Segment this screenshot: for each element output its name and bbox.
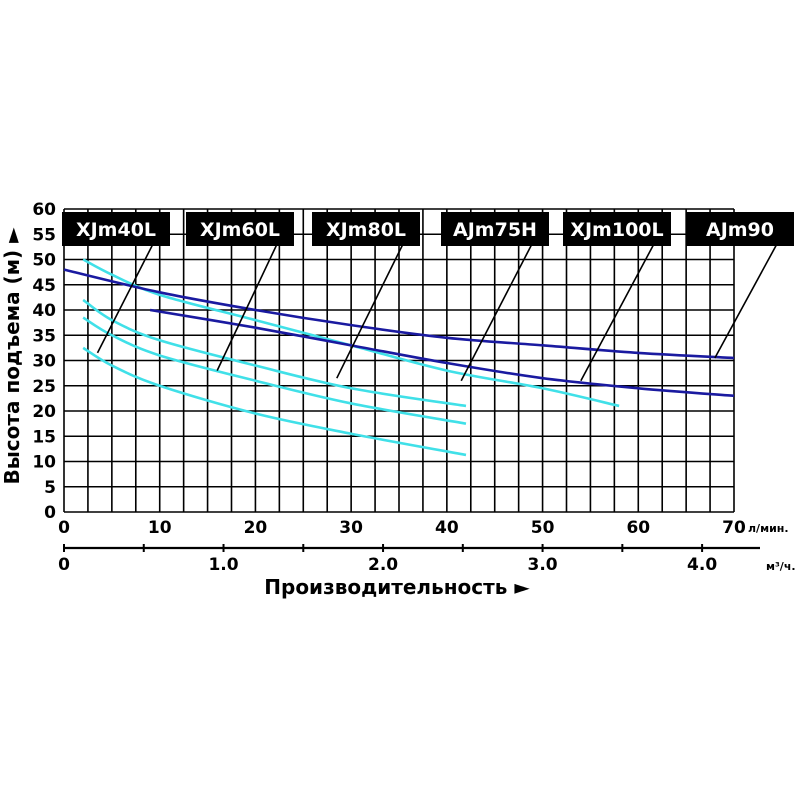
x-tick-label-lpm: 20 [244, 518, 268, 538]
leader-line [460, 241, 534, 382]
model-label-box [186, 212, 294, 246]
model-label-xjm60l: XJm60L [200, 219, 280, 241]
model-label-ajm75h: AJm75H [453, 219, 537, 241]
leader-line [216, 241, 279, 371]
model-label-ajm90: AJm90 [706, 219, 774, 241]
series-line-xjm80l [82, 298, 467, 408]
x-tick-label-m3h: 2.0 [368, 555, 398, 575]
model-label-box [686, 212, 794, 246]
x-tick-label-lpm: 50 [531, 518, 555, 538]
x-tick-label-m3h: 4.0 [687, 555, 717, 575]
series-line-xjm60l [82, 316, 467, 425]
x-tick-label-lpm: 30 [339, 518, 363, 538]
y-tick-label: 10 [32, 453, 56, 473]
leader-line [714, 241, 779, 359]
series-line-xjm40l [82, 346, 467, 457]
x-tick-label-m3h: 1.0 [208, 555, 238, 575]
leader-line [580, 241, 656, 382]
y-axis-title: Высота подъема (м) ► [0, 227, 24, 485]
x-unit-lpm: л/мин. [748, 522, 789, 535]
y-tick-label: 50 [32, 251, 56, 271]
y-tick-label: 40 [32, 301, 56, 321]
x-unit-m3h: м³/ч. [766, 560, 796, 573]
leader-line [336, 241, 405, 379]
model-label-box [312, 212, 420, 246]
y-tick-label: 45 [32, 276, 56, 296]
y-tick-label: 60 [32, 200, 56, 220]
x-tick-label-m3h: 0 [58, 555, 70, 575]
model-label-xjm80l: XJm80L [326, 219, 406, 241]
x-tick-label-m3h: 3.0 [528, 555, 558, 575]
model-label-xjm40l: XJm40L [76, 219, 156, 241]
y-tick-label: 15 [32, 427, 56, 447]
series-line-ajm75h [82, 258, 620, 408]
x-tick-label-lpm: 60 [626, 518, 650, 538]
y-tick-label: 20 [32, 402, 56, 422]
leader-line [96, 241, 155, 354]
x-tick-label-lpm: 40 [435, 518, 459, 538]
model-label-xjm100l: XJm100L [570, 219, 663, 241]
y-tick-label: 30 [32, 352, 56, 372]
x-tick-label-lpm: 10 [148, 518, 172, 538]
y-tick-label: 25 [32, 377, 56, 397]
series-line-xjm100l [149, 308, 735, 398]
series-line-ajm90 [63, 268, 735, 360]
x-tick-label-lpm: 0 [58, 518, 70, 538]
y-tick-label: 5 [44, 478, 56, 498]
x-tick-label-lpm: 70 [722, 518, 746, 538]
y-tick-label: 55 [32, 225, 56, 245]
model-label-box [62, 212, 170, 246]
y-tick-label: 0 [44, 503, 56, 523]
x-axis-title: Производительность ► [264, 575, 530, 599]
model-label-box [563, 212, 671, 246]
model-label-box [441, 212, 549, 246]
y-tick-label: 35 [32, 326, 56, 346]
